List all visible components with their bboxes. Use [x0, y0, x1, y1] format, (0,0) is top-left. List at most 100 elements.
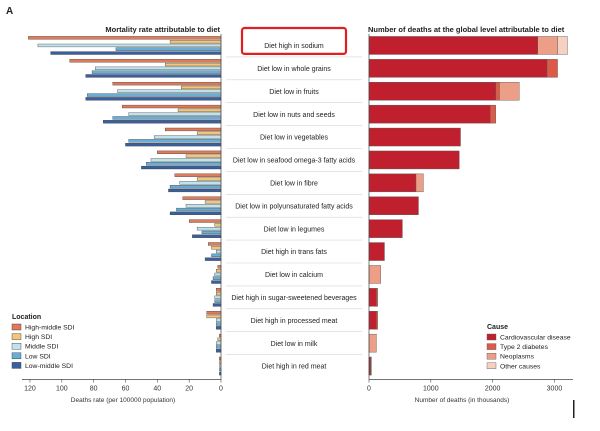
bar-high-sdi-diet-low-in-seafood-omega-3-fatty-acids: [185, 154, 222, 158]
legend-swatch-high-sdi: [11, 333, 22, 340]
bar-high-sdi-diet-low-in-nuts-and-seeds: [177, 108, 222, 112]
stack-cardiovascular-disease-diet-low-in-legumes: [368, 219, 403, 238]
bar-high-middle-sdi-diet-high-in-sodium: [28, 36, 222, 40]
bar-high-middle-sdi-diet-high-in-processed-meat: [206, 311, 222, 315]
location-legend-title: Location: [12, 314, 41, 321]
bar-low-middle-sdi-diet-low-in-vegetables: [125, 143, 222, 147]
bar-middle-sdi-diet-low-in-fruits: [117, 89, 222, 93]
stack-neoplasms-diet-low-in-fruits: [499, 82, 520, 101]
bar-low-sdi-diet-low-in-legumes: [201, 230, 222, 235]
stack-neoplasms-diet-high-in-sodium: [537, 36, 558, 55]
bar-high-middle-sdi-diet-low-in-seafood-omega-3-fatty-acids: [157, 150, 222, 154]
stack-neoplasms-diet-low-in-calcium: [368, 265, 381, 284]
bar-low-sdi-diet-low-in-vegetables: [128, 139, 222, 143]
bar-middle-sdi-diet-high-in-processed-meat: [216, 318, 222, 322]
highlight-box: [240, 26, 348, 55]
bar-low-middle-sdi-diet-high-in-sodium: [50, 51, 222, 55]
bar-low-sdi-diet-low-in-nuts-and-seeds: [112, 116, 222, 120]
stack-neoplasms-diet-low-in-fibre: [415, 173, 424, 193]
legend-swatch-high-middle-sdi: [11, 323, 22, 331]
category-label-diet-low-in-fibre: Diet low in fibre: [270, 180, 318, 187]
legend-label-high-middle-sdi: High-middle SDI: [25, 325, 75, 332]
legend-swatch-low-middle-sdi: [11, 362, 22, 369]
bar-low-sdi-diet-high-in-trans-fats: [211, 253, 222, 257]
stack-cardiovascular-disease-diet-high-in-sodium: [368, 36, 538, 55]
stack-type-2-diabetes-diet-low-in-fruits: [495, 82, 500, 101]
bar-middle-sdi-diet-low-in-nuts-and-seeds: [128, 112, 222, 116]
right-chart-plot: 0 1000 2000 3000: [367, 34, 573, 393]
category-label-diet-low-in-polyunsaturated-fatty-acids: Diet low in polyunsaturated fatty acids: [235, 203, 353, 210]
category-label-diet-high-in-processed-meat: Diet high in processed meat: [251, 318, 338, 325]
bar-low-middle-sdi-diet-low-in-milk: [216, 349, 222, 353]
category-label-diet-low-in-fruits: Diet low in fruits: [269, 89, 319, 96]
legend-swatch-other-causes: [486, 362, 497, 369]
left-chart-title: Mortality rate attributable to diet: [105, 25, 220, 34]
bar-high-middle-sdi-diet-high-in-trans-fats: [208, 242, 222, 246]
bar-low-sdi-diet-high-in-sugar-sweetened-beverages: [214, 299, 222, 303]
left-x-tick-label: 120: [24, 386, 36, 393]
category-label-diet-low-in-whole-grains: Diet low in whole grains: [257, 66, 331, 73]
category-label-diet-low-in-calcium: Diet low in calcium: [265, 272, 323, 279]
bar-low-middle-sdi-diet-low-in-seafood-omega-3-fatty-acids: [141, 165, 222, 170]
left-chart-plot: 0 20 40 60 80 100 120: [22, 34, 223, 393]
legend-label-high-sdi: High SDI: [25, 334, 52, 341]
bar-middle-sdi-diet-low-in-fibre: [179, 181, 222, 185]
right-x-axis-label: Number of deaths (in thousands): [415, 397, 510, 404]
stack-cardiovascular-disease-diet-low-in-seafood-omega-3-fatty-acids: [368, 150, 460, 170]
cause-legend: Cause Cardiovascular disease Type 2 diabet…: [486, 324, 571, 370]
bar-high-sdi-diet-high-in-trans-fats: [211, 246, 222, 250]
bar-middle-sdi-diet-low-in-vegetables: [153, 135, 222, 139]
bar-low-sdi-diet-low-in-fruits: [87, 93, 222, 97]
bar-low-sdi-diet-low-in-milk: [216, 345, 222, 349]
bar-low-sdi-diet-low-in-calcium: [212, 276, 222, 280]
bar-high-sdi-diet-low-in-vegetables: [196, 131, 222, 135]
bar-high-sdi-diet-low-in-whole-grains: [165, 62, 222, 67]
bar-low-middle-sdi-diet-high-in-processed-meat: [216, 326, 222, 330]
legend-label-other-causes: Other causes: [500, 363, 541, 370]
bar-high-middle-sdi-diet-low-in-fibre: [174, 173, 222, 177]
bar-low-sdi-diet-high-in-sodium: [115, 47, 222, 51]
stack-cardiovascular-disease-diet-high-in-processed-meat: [368, 311, 377, 330]
bar-high-middle-sdi-diet-low-in-vegetables: [165, 127, 222, 132]
bar-high-sdi-diet-low-in-fruits: [181, 85, 222, 90]
category-label-diet-low-in-seafood-omega-3-fatty-acids: Diet low in seafood omega-3 fatty acids: [233, 158, 356, 165]
bar-middle-sdi-diet-low-in-whole-grains: [95, 66, 222, 70]
stack-type-2-diabetes-diet-low-in-whole-grains: [546, 59, 558, 78]
legend-swatch-neoplasms: [486, 353, 497, 360]
bar-high-sdi-diet-low-in-polyunsaturated-fatty-acids: [204, 200, 222, 204]
stack-other-causes-diet-high-in-sodium: [557, 36, 568, 55]
bar-high-sdi-diet-low-in-milk: [217, 337, 222, 341]
bar-low-middle-sdi-diet-low-in-polyunsaturated-fatty-acids: [169, 211, 222, 215]
bar-middle-sdi-diet-low-in-seafood-omega-3-fatty-acids: [150, 158, 222, 162]
legend-swatch-middle-sdi: [11, 343, 22, 350]
bar-high-sdi-diet-low-in-calcium: [216, 269, 222, 273]
bar-middle-sdi-diet-low-in-calcium: [214, 272, 222, 277]
left-x-tick-label: 100: [56, 386, 68, 393]
bar-high-sdi-diet-high-in-sugar-sweetened-beverages: [216, 291, 222, 296]
stack-cardiovascular-disease-diet-high-in-trans-fats: [368, 242, 385, 261]
bar-low-middle-sdi-diet-low-in-whole-grains: [85, 74, 222, 78]
stack-type-2-diabetes-diet-high-in-sugar-sweetened-beverages: [376, 288, 378, 307]
legend-label-type-2-diabetes: Type 2 diabetes: [500, 344, 549, 351]
category-label-diet-low-in-vegetables: Diet low in vegetables: [260, 135, 329, 142]
left-x-tick-label: 40: [153, 386, 161, 393]
category-label-diet-low-in-legumes: Diet low in legumes: [264, 226, 325, 233]
bar-low-sdi-diet-low-in-whole-grains: [91, 70, 222, 74]
bar-middle-sdi-diet-high-in-sugar-sweetened-beverages: [214, 295, 222, 299]
category-label-diet-high-in-trans-fats: Diet high in trans fats: [261, 249, 327, 256]
stack-neoplasms-diet-low-in-milk: [368, 333, 377, 353]
panel-label: A: [6, 6, 13, 17]
bar-low-middle-sdi-diet-low-in-legumes: [192, 234, 222, 238]
bar-middle-sdi-diet-high-in-trans-fats: [216, 249, 222, 254]
category-label-diet-high-in-red-meat: Diet high in red meat: [262, 364, 327, 371]
stack-cardiovascular-disease-diet-low-in-vegetables: [368, 127, 461, 147]
bar-high-middle-sdi-diet-low-in-whole-grains: [69, 59, 222, 63]
stack-type-2-diabetes-diet-low-in-nuts-and-seeds: [489, 104, 496, 124]
bar-middle-sdi-diet-low-in-legumes: [196, 227, 222, 231]
category-label-diet-low-in-nuts-and-seeds: Diet low in nuts and seeds: [253, 112, 335, 119]
bar-low-middle-sdi-diet-low-in-fruits: [85, 97, 222, 101]
bar-high-sdi-diet-high-in-processed-meat: [206, 314, 222, 319]
left-x-tick-label: 80: [90, 386, 98, 393]
